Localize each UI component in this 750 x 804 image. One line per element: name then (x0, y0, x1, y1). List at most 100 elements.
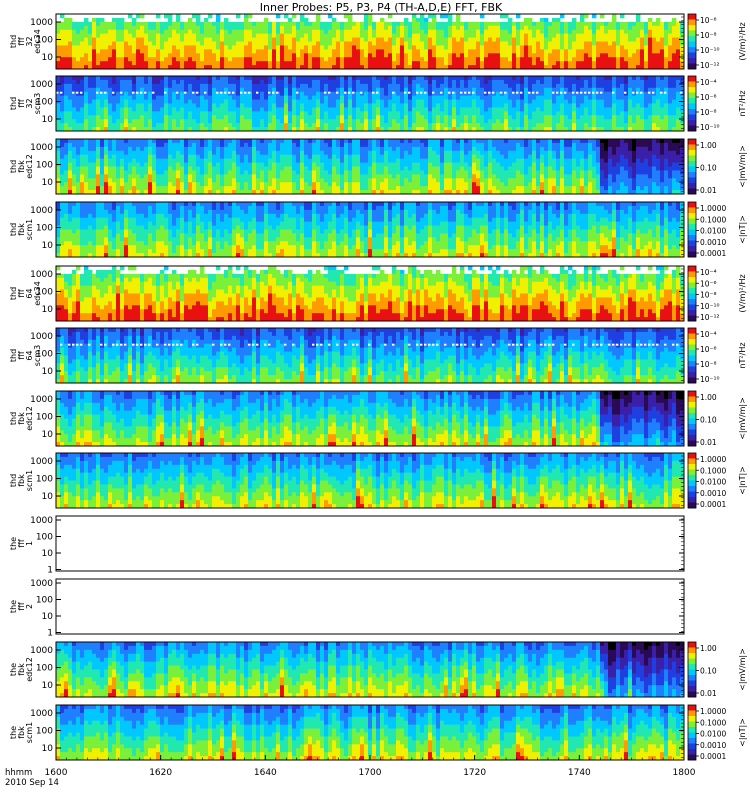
heat-cell (660, 49, 664, 53)
heat-cell (544, 119, 548, 123)
heat-cell (584, 30, 588, 34)
heat-cell (568, 57, 572, 61)
heat-cell (568, 26, 572, 30)
heat-cell (536, 34, 540, 38)
heat-cell (516, 38, 520, 42)
heat-cell (152, 104, 156, 108)
heat-cell (592, 92, 594, 94)
heat-cell (160, 174, 164, 178)
heat-cell (76, 186, 80, 190)
heat-cell (100, 38, 104, 42)
heat-cell (492, 84, 496, 88)
heat-cell (152, 151, 156, 155)
heat-cell (348, 61, 352, 65)
heat-cell (144, 61, 148, 65)
heat-cell (476, 42, 480, 46)
heat-cell (204, 38, 208, 42)
heat-cell (108, 151, 112, 155)
heat-cell (340, 61, 344, 65)
heat-cell (532, 107, 536, 111)
heat-cell (240, 111, 244, 115)
heat-cell (216, 123, 220, 127)
heat-cell (528, 104, 532, 108)
colorbar-segment (688, 36, 696, 42)
heat-cell (420, 104, 424, 108)
heat-cell (180, 119, 184, 123)
heat-cell (580, 84, 584, 88)
heat-cell (80, 174, 84, 178)
heat-cell (168, 26, 172, 30)
heat-cell (620, 53, 624, 57)
heat-cell (420, 80, 424, 84)
heat-cell (644, 61, 648, 65)
heat-cell (164, 107, 168, 111)
heat-cell (200, 186, 204, 190)
heat-cell (452, 76, 456, 80)
heat-cell (176, 167, 180, 171)
heat-cell (272, 123, 276, 127)
heat-cell (56, 174, 60, 178)
heat-cell (508, 88, 512, 92)
heat-cell (652, 34, 656, 38)
heat-cell (316, 111, 320, 115)
heat-cell (96, 30, 100, 34)
heat-cell (680, 92, 682, 94)
heat-cell (564, 26, 568, 30)
heat-cell (416, 22, 420, 26)
heat-cell (552, 26, 556, 30)
heat-cell (556, 84, 560, 88)
heat-cell (388, 61, 392, 65)
heat-cell (368, 96, 372, 100)
heat-cell (232, 96, 236, 100)
heat-cell (80, 139, 84, 143)
heat-cell (336, 26, 340, 30)
heat-cell (656, 100, 660, 104)
heat-cell (128, 96, 132, 100)
heat-cell (200, 139, 204, 143)
heat-cell (280, 88, 284, 92)
heat-cell (124, 22, 128, 26)
heat-cell (292, 49, 296, 53)
heat-cell (332, 38, 336, 42)
heat-cell (448, 49, 452, 53)
heat-cell (304, 53, 308, 57)
heat-cell (72, 147, 76, 151)
heat-cell (372, 119, 376, 123)
heat-cell (672, 92, 676, 96)
heat-cell (212, 34, 216, 38)
heat-cell (152, 186, 156, 190)
heat-cell (172, 123, 176, 127)
heat-cell (120, 22, 124, 26)
heat-cell (196, 174, 200, 178)
heat-cell (516, 61, 520, 65)
heat-cell (184, 107, 188, 111)
heat-cell (508, 53, 512, 57)
heat-cell (572, 100, 576, 104)
heat-cell (204, 143, 208, 147)
heat-cell (308, 88, 312, 92)
heat-cell (384, 119, 388, 123)
heat-cell (148, 178, 152, 182)
heat-cell (208, 53, 212, 57)
heat-cell (60, 119, 64, 123)
heat-cell (552, 53, 556, 57)
heat-cell (452, 61, 456, 65)
heat-cell (444, 88, 448, 92)
heat-cell (428, 57, 432, 61)
heat-cell (108, 178, 112, 182)
heat-cell (200, 84, 204, 88)
heat-cell (616, 96, 620, 100)
heat-cell (212, 111, 216, 115)
heat-cell (228, 80, 232, 84)
heat-cell (188, 96, 192, 100)
heat-cell (484, 22, 488, 26)
heat-cell (124, 115, 128, 119)
heat-cell (116, 104, 120, 108)
heat-cell (632, 115, 636, 119)
heat-cell (572, 104, 576, 108)
heat-cell (284, 88, 288, 92)
heat-cell (188, 61, 192, 65)
heat-cell (228, 178, 232, 182)
heat-cell (148, 167, 152, 171)
heat-cell (676, 107, 680, 111)
